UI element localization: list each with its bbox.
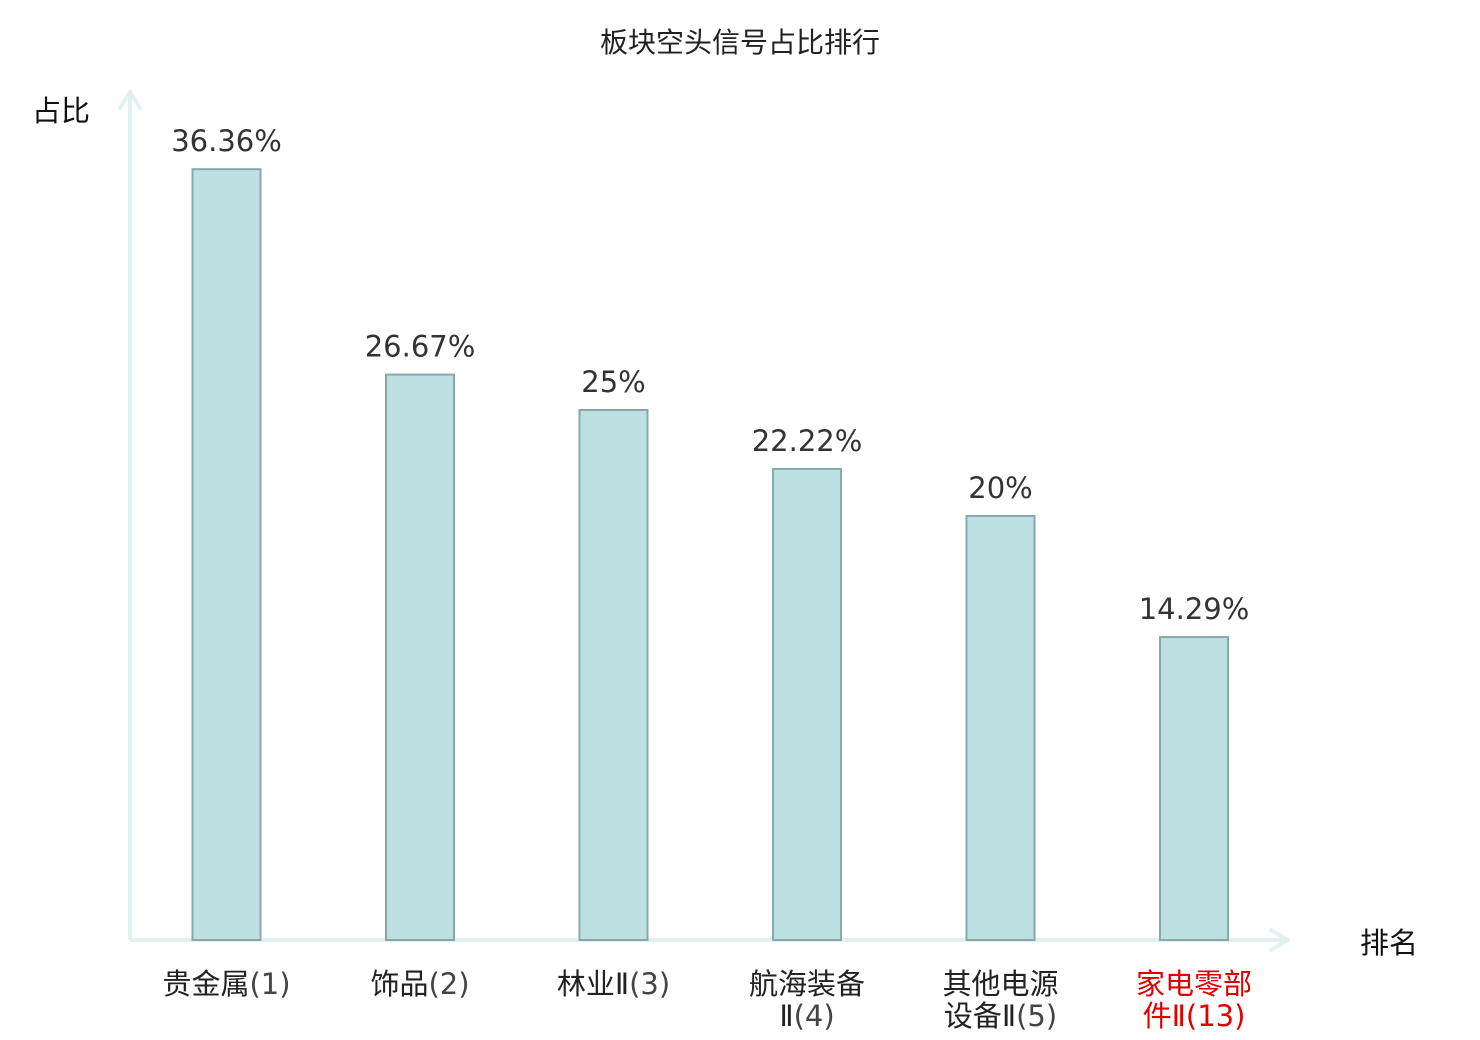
- axes: [118, 90, 1290, 952]
- chart-title: 板块空头信号占比排行: [600, 26, 880, 59]
- bar-1: [191, 168, 262, 941]
- category-label-4: 航海装备 Ⅱ(4): [749, 967, 865, 1033]
- bar-6: [1159, 636, 1229, 941]
- bar-4: [772, 467, 842, 941]
- value-label-6: 14.29%: [1139, 592, 1250, 626]
- x-axis-arrow: [1269, 928, 1290, 952]
- value-label-3: 25%: [581, 365, 645, 399]
- bar-3: [578, 409, 649, 941]
- y-axis-label: 占比: [32, 94, 90, 128]
- category-label-1: 贵金属(1): [162, 967, 290, 1001]
- x-axis-label: 排名: [1360, 926, 1418, 960]
- bar-5: [965, 515, 1036, 941]
- category-labels-group: 贵金属(1) 饰品(2) 林业Ⅱ(3) 航海装备 Ⅱ(4) 其他电源设备Ⅱ(5) 家电零部件…: [162, 967, 1252, 1033]
- value-label-4: 22.22%: [752, 424, 863, 458]
- value-labels-group: 36.36% 26.67% 25% 22.22% 20% 14.29%: [171, 124, 1249, 626]
- y-axis-arrow: [118, 90, 142, 110]
- value-label-5: 20%: [968, 471, 1032, 505]
- bars-group: [191, 168, 1229, 941]
- category-label-6: 家电零部件Ⅱ(13): [1136, 967, 1252, 1033]
- category-label-5: 其他电源设备Ⅱ(5): [942, 967, 1058, 1033]
- bar-2: [385, 373, 455, 941]
- value-label-1: 36.36%: [171, 124, 282, 158]
- category-label-3: 林业Ⅱ(3): [557, 967, 670, 1001]
- value-label-2: 26.67%: [365, 330, 476, 364]
- category-label-2: 饰品(2): [370, 967, 469, 1001]
